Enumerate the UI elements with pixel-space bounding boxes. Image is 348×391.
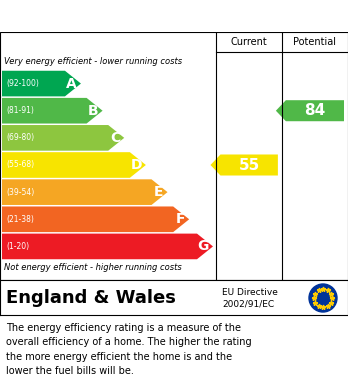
Text: (69-80): (69-80) — [6, 133, 34, 142]
Polygon shape — [2, 206, 189, 232]
Polygon shape — [276, 100, 344, 121]
Text: (1-20): (1-20) — [6, 242, 29, 251]
Text: E: E — [154, 185, 164, 199]
Text: (55-68): (55-68) — [6, 160, 34, 170]
Text: C: C — [110, 131, 120, 145]
Polygon shape — [2, 98, 103, 124]
Text: D: D — [130, 158, 142, 172]
Polygon shape — [2, 152, 146, 178]
Polygon shape — [2, 179, 167, 205]
Text: Potential: Potential — [293, 37, 337, 47]
Polygon shape — [211, 154, 278, 176]
Text: Not energy efficient - higher running costs: Not energy efficient - higher running co… — [4, 262, 182, 271]
Text: (92-100): (92-100) — [6, 79, 39, 88]
Text: 55: 55 — [238, 158, 260, 172]
Polygon shape — [2, 233, 213, 259]
Text: (39-54): (39-54) — [6, 188, 34, 197]
Text: A: A — [66, 77, 77, 91]
Text: England & Wales: England & Wales — [6, 289, 176, 307]
Text: (81-91): (81-91) — [6, 106, 34, 115]
Circle shape — [309, 284, 337, 312]
Text: (21-38): (21-38) — [6, 215, 34, 224]
Text: Very energy efficient - lower running costs: Very energy efficient - lower running co… — [4, 57, 182, 66]
Text: B: B — [88, 104, 98, 118]
Text: 84: 84 — [304, 103, 326, 118]
Text: EU Directive
2002/91/EC: EU Directive 2002/91/EC — [222, 288, 278, 308]
Text: F: F — [176, 212, 185, 226]
Text: Current: Current — [231, 37, 268, 47]
Polygon shape — [2, 71, 81, 97]
Text: The energy efficiency rating is a measure of the
overall efficiency of a home. T: The energy efficiency rating is a measur… — [6, 323, 252, 376]
Text: G: G — [198, 239, 209, 253]
Text: Energy Efficiency Rating: Energy Efficiency Rating — [10, 9, 220, 23]
Polygon shape — [2, 125, 124, 151]
